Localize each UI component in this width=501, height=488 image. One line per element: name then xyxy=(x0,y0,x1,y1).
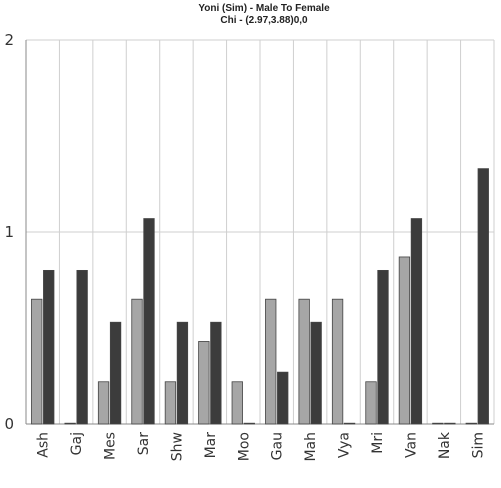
bar-series-2-vya xyxy=(343,422,356,425)
bar-series-2-van xyxy=(410,218,423,425)
x-tick-label-ash: Ash xyxy=(36,432,52,458)
y-axis-ticks: 0 1 2 xyxy=(4,31,14,433)
x-tick-label-sim: Sim xyxy=(470,432,486,458)
bar-series-2-sar xyxy=(143,218,155,425)
bar-series-2-moo xyxy=(243,422,255,425)
x-tick-label-sar: Sar xyxy=(136,432,152,455)
x-tick-label-shw: Shw xyxy=(169,432,185,461)
chart-subtitle: Chi - (2.97,3.88)0,0 xyxy=(220,15,308,26)
bar-series-2-gaj xyxy=(76,269,88,425)
x-tick-label-mes: Mes xyxy=(103,432,119,460)
bar-series-1-mah xyxy=(298,298,310,425)
bar-series-1-mri xyxy=(365,381,377,425)
bar-series-1-van xyxy=(398,256,411,425)
bar-series-2-mes xyxy=(109,321,122,425)
y-tick-label: 0 xyxy=(4,415,14,433)
chart-title: Yoni (Sim) - Male To Female xyxy=(198,3,330,14)
x-tick-label-van: Van xyxy=(403,432,419,458)
y-tick-label: 2 xyxy=(4,31,14,49)
x-tick-label-gaj: Gaj xyxy=(69,432,85,455)
bar-series-1-moo xyxy=(231,381,243,425)
bar-series-1-ash xyxy=(31,298,43,425)
bar-series-2-gau xyxy=(277,371,289,425)
bar-series-1-nak xyxy=(432,422,444,425)
bar-series-2-nak xyxy=(444,422,456,425)
bar-series-2-mar xyxy=(210,321,222,425)
bar-series-1-shw xyxy=(164,381,177,425)
x-tick-label-vya: Vya xyxy=(337,432,353,458)
x-tick-label-gau: Gau xyxy=(270,432,286,460)
bar-series-2-sim xyxy=(477,168,489,425)
grid xyxy=(25,39,495,425)
x-tick-label-nak: Nak xyxy=(437,431,453,459)
bar-series-1-sim xyxy=(465,422,477,425)
bar-series-1-sar xyxy=(131,298,143,425)
x-tick-label-mri: Mri xyxy=(370,432,386,454)
bars xyxy=(31,168,489,425)
bar-series-2-mah xyxy=(310,321,322,425)
bar-series-1-mar xyxy=(198,341,210,425)
x-tick-label-mah: Mah xyxy=(303,432,319,462)
bar-series-2-mri xyxy=(377,269,389,425)
bar-series-2-ash xyxy=(43,269,55,425)
bar-series-1-mes xyxy=(97,381,110,425)
bar-series-1-vya xyxy=(331,298,344,425)
x-axis-ticks: Ash Gaj Mes Sar Shw Mar Moo Gau Mah Vya Mri Van Nak S… xyxy=(36,431,487,461)
x-tick-label-moo: Moo xyxy=(236,432,252,461)
bar-series-1-gaj xyxy=(64,422,76,425)
bar-series-1-gau xyxy=(265,298,277,425)
y-tick-label: 1 xyxy=(4,223,14,241)
x-tick-label-mar: Mar xyxy=(203,432,219,459)
bar-series-2-shw xyxy=(176,321,189,425)
